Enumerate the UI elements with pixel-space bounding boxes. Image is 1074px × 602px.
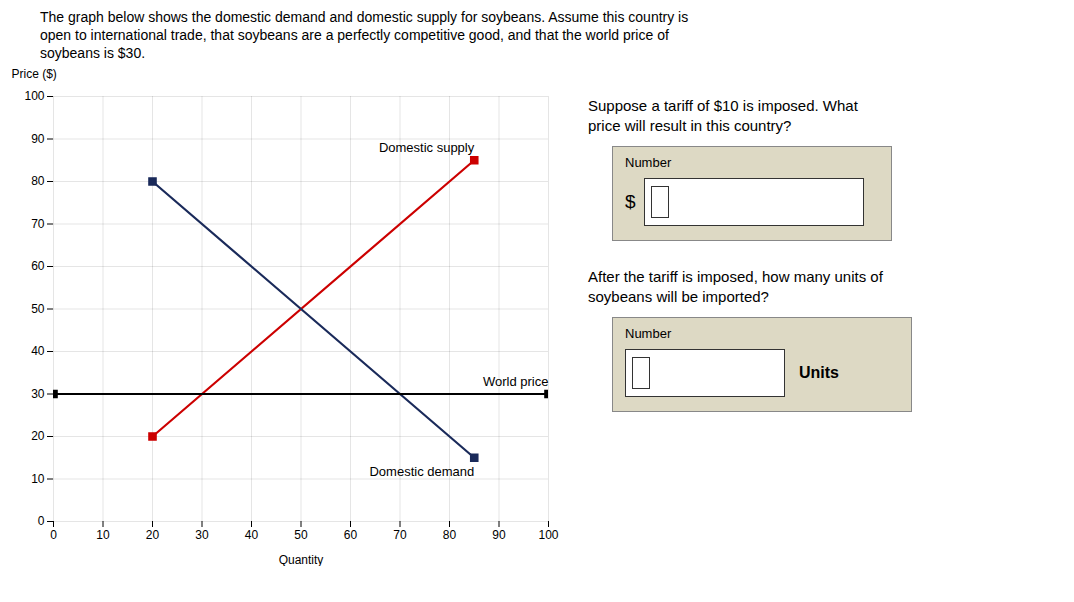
svg-text:0: 0 <box>50 528 57 542</box>
svg-text:70: 70 <box>31 217 45 231</box>
svg-text:90: 90 <box>492 528 506 542</box>
svg-text:Domestic supply: Domestic supply <box>379 140 475 155</box>
svg-text:100: 100 <box>24 89 44 103</box>
svg-text:90: 90 <box>31 132 45 146</box>
html-text:Units: Units <box>799 364 839 381</box>
svg-text:Domestic demand: Domestic demand <box>369 464 474 479</box>
svg-text:40: 40 <box>245 528 259 542</box>
html-text:Suppose a tariff of $10 is imp: Suppose a tariff of $10 is imposed. What… <box>588 97 858 134</box>
svg-text:40: 40 <box>31 344 45 358</box>
svg-text:30: 30 <box>195 528 209 542</box>
svg-text:100: 100 <box>538 528 558 542</box>
html-text:Number: Number <box>625 326 672 341</box>
svg-text:20: 20 <box>146 528 160 542</box>
svg-text:70: 70 <box>393 528 407 542</box>
svg-text:0: 0 <box>38 514 45 528</box>
html-text:The graph below shows the dome: The graph below shows the domestic deman… <box>40 9 689 61</box>
svg-text:80: 80 <box>443 528 457 542</box>
svg-text:Price ($): Price ($) <box>12 67 57 81</box>
svg-text:10: 10 <box>31 472 45 486</box>
svg-text:Quantity: Quantity <box>279 553 324 567</box>
svg-text:30: 30 <box>31 387 45 401</box>
svg-text:50: 50 <box>294 528 308 542</box>
svg-text:50: 50 <box>31 302 45 316</box>
svg-text:World price: World price <box>483 374 549 389</box>
html-text:Number: Number <box>625 155 672 170</box>
svg-text:60: 60 <box>31 259 45 273</box>
html-text:After the tariff is imposed, h: After the tariff is imposed, how many un… <box>588 268 883 305</box>
svg-text:20: 20 <box>31 429 45 443</box>
svg-text:60: 60 <box>344 528 358 542</box>
svg-text:10: 10 <box>96 528 110 542</box>
svg-text:80: 80 <box>31 174 45 188</box>
